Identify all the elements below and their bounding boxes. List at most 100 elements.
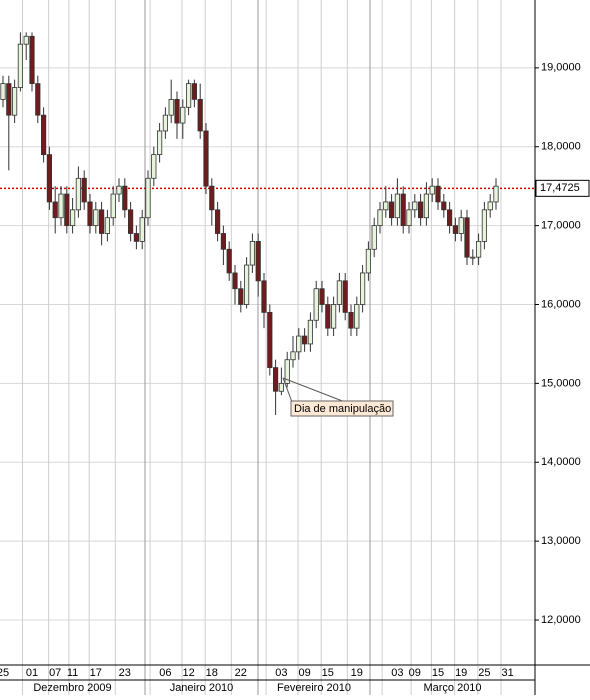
candle-body	[359, 272, 366, 305]
candle-body	[377, 209, 383, 227]
candle-body	[17, 43, 24, 88]
candle-body	[441, 201, 447, 211]
candle-body	[417, 201, 424, 219]
candle-body	[290, 351, 296, 361]
x-tick-label: 17	[90, 667, 102, 679]
x-tick-label: 31	[501, 667, 513, 679]
candle-body	[58, 193, 64, 219]
candle-body	[487, 201, 493, 211]
candle-body	[180, 106, 186, 124]
candle-body	[371, 225, 377, 250]
candle-body	[52, 201, 58, 219]
candle-body	[209, 185, 215, 211]
x-tick-label: 09	[409, 667, 421, 679]
candle-body	[46, 154, 53, 203]
x-tick-label: 18	[206, 667, 218, 679]
candle-body	[232, 272, 238, 290]
candle-body	[168, 98, 174, 116]
candle-body	[122, 185, 128, 211]
x-tick-label: 09	[298, 667, 310, 679]
candle-body	[214, 209, 221, 234]
candle-body	[255, 240, 261, 282]
candle-body	[220, 233, 226, 250]
y-tick-label: 15,0000	[541, 377, 581, 389]
candle-body	[104, 217, 110, 234]
candle-body	[458, 217, 464, 234]
candle-body	[307, 319, 314, 345]
candle-body	[41, 114, 47, 156]
x-tick-label: 15	[322, 667, 334, 679]
y-tick-label: 16,0000	[541, 298, 581, 310]
candle-body	[238, 288, 244, 305]
candle-body	[388, 201, 395, 219]
candle-body	[139, 217, 145, 242]
candle-body	[348, 311, 354, 329]
candle-body	[394, 193, 401, 219]
candle-body	[261, 280, 267, 313]
candle-body	[162, 114, 168, 132]
candle-body	[243, 264, 250, 305]
candle-body	[249, 240, 255, 266]
candle-body	[156, 130, 163, 156]
last-price-label: 17,4725	[540, 182, 580, 194]
candle-body	[145, 177, 151, 219]
x-tick-label: 25	[0, 667, 9, 679]
candle-body	[6, 83, 12, 116]
candle-body	[325, 304, 331, 329]
candle-body	[336, 280, 343, 305]
x-tick-label: 07	[49, 667, 61, 679]
month-label: Março 2010	[423, 682, 481, 694]
candle-body	[64, 193, 70, 227]
candle-body	[93, 209, 99, 227]
candle-body	[452, 225, 459, 234]
candle-body	[342, 280, 348, 313]
candle-body	[197, 98, 203, 132]
x-tick-label: 03	[391, 667, 403, 679]
candle-body	[365, 248, 372, 274]
candle-body	[0, 83, 6, 100]
annotation-pointer	[282, 377, 293, 403]
x-tick-label: 19	[455, 667, 467, 679]
month-label: Dezembro 2009	[33, 682, 111, 694]
y-tick-label: 19,0000	[541, 62, 581, 74]
candle-body	[11, 87, 18, 116]
candle-body	[203, 130, 209, 187]
candle-body	[87, 201, 93, 227]
x-tick-label: 12	[182, 667, 194, 679]
candle-body	[446, 209, 453, 227]
candle-body	[267, 311, 273, 369]
candle-body	[133, 233, 139, 242]
y-tick-label: 14,0000	[541, 456, 581, 468]
candle-body	[423, 193, 430, 219]
annotation-text: Dia de manipulação	[294, 403, 391, 415]
candle-body	[429, 185, 435, 195]
candle-body	[226, 248, 232, 274]
candle-body	[151, 154, 157, 179]
candle-body	[406, 209, 412, 227]
candle-body	[110, 193, 116, 219]
x-tick-label: 15	[432, 667, 444, 679]
candle-body	[296, 335, 302, 353]
x-tick-label: 11	[67, 667, 78, 679]
candle-body	[400, 193, 406, 227]
candle-body	[475, 240, 482, 258]
x-tick-label: 01	[26, 667, 38, 679]
candle-body	[116, 185, 122, 195]
candle-body	[330, 304, 337, 329]
candle-body	[284, 359, 290, 384]
candle-body	[435, 185, 441, 203]
candle-body	[278, 382, 285, 392]
candle-body	[493, 185, 499, 203]
y-tick-label: 17,0000	[541, 220, 581, 232]
candle-body	[185, 83, 192, 108]
candle-body	[301, 335, 308, 345]
x-tick-label: 22	[235, 667, 247, 679]
candle-body	[464, 217, 470, 258]
y-tick-label: 13,0000	[541, 535, 581, 547]
x-tick-label: 03	[275, 667, 287, 679]
annotation-box	[290, 400, 394, 417]
x-tick-label: 25	[478, 667, 490, 679]
candle-body	[272, 367, 279, 392]
